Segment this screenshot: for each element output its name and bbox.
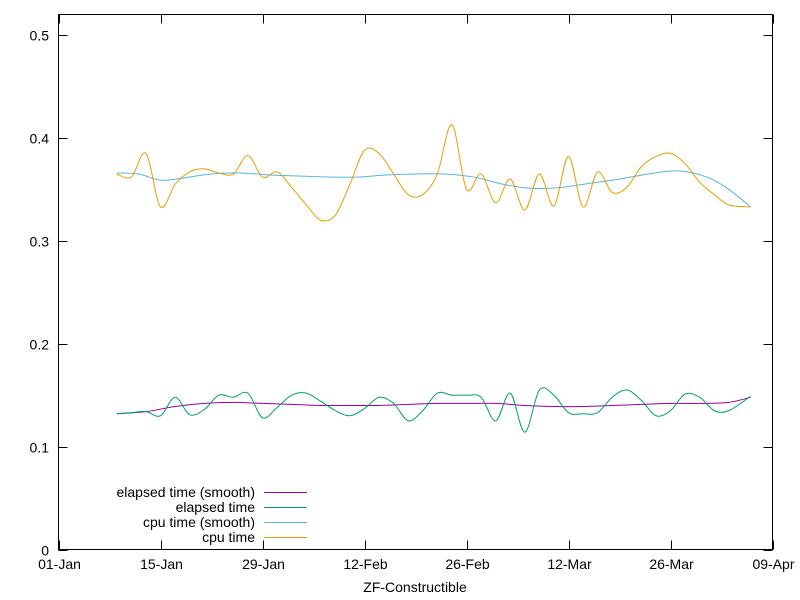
x-axis: 01-Jan 15-Jan 29-Jan 12-Feb 26-Feb 12-Mar 26-M… [38,14,795,572]
x-tick-label: 12-Mar [547,556,592,572]
x-tick-label: 29-Jan [242,556,285,572]
legend-label-elapsed-time-smooth: elapsed time (smooth) [116,484,255,500]
y-tick-label: 0.3 [30,234,50,250]
y-tick-label: 0.4 [30,131,50,147]
series-line-cpu-time [116,124,751,222]
y-tick-label: 0 [41,543,49,559]
legend-label-elapsed-time: elapsed time [176,499,256,515]
x-tick-label: 01-Jan [38,556,81,572]
legend-label-cpu-time: cpu time [202,529,255,545]
series-line-elapsed-time-smooth [116,396,751,415]
x-tick-label: 26-Mar [649,556,694,572]
y-axis: 0 0.1 0.2 0.3 0.4 0.5 [30,28,773,559]
x-tick-label: 15-Jan [140,556,183,572]
plot-frame [58,14,773,550]
x-tick-label: 26-Feb [445,556,490,572]
x-tick-label: 12-Feb [343,556,388,572]
series-line-cpu-time-smooth [116,170,751,208]
legend-label-cpu-time-smooth: cpu time (smooth) [143,514,255,530]
series-layer [116,124,751,433]
x-tick-label: 09-Apr [752,556,794,572]
x-axis-label: ZF-Constructible [363,579,467,595]
series-line-elapsed-time [116,387,751,433]
y-tick-label: 0.1 [30,440,50,456]
y-tick-label: 0.5 [30,28,50,44]
y-tick-label: 0.2 [30,337,50,353]
